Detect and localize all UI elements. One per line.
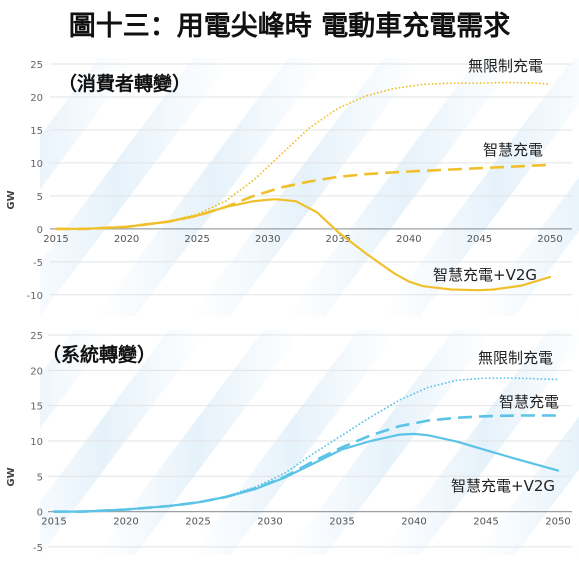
x-tick-label: 2050 xyxy=(537,234,562,245)
background-stripes-bottom xyxy=(40,330,579,555)
series-label: 智慧充電+V2G xyxy=(433,266,537,284)
y-tick-label: 25 xyxy=(30,331,43,342)
x-tick-label: 2030 xyxy=(257,517,282,528)
x-tick-label: 2025 xyxy=(184,234,209,245)
series-label: 無限制充電 xyxy=(478,349,553,367)
series-label: 智慧充電 xyxy=(499,393,559,411)
x-tick-label: 2035 xyxy=(329,517,354,528)
x-tick-label: 2020 xyxy=(114,234,139,245)
y-tick-label: 5 xyxy=(37,192,43,203)
panel-title: （消費者轉變） xyxy=(58,72,191,95)
page-title: 圖十三：用電尖峰時 電動車充電需求 xyxy=(68,11,511,42)
series-line-dotted xyxy=(53,377,559,513)
y-tick-label: 10 xyxy=(30,159,43,170)
x-tick-label: 2045 xyxy=(473,517,498,528)
x-tick-label: 2035 xyxy=(326,234,351,245)
x-tick-label: 2045 xyxy=(467,234,492,245)
series-label: 無限制充電 xyxy=(468,57,543,75)
y-tick-label: 15 xyxy=(30,126,43,137)
series-line-solid xyxy=(52,432,560,513)
series-line-solid xyxy=(54,198,552,292)
y-tick-label: -5 xyxy=(33,543,43,554)
y-axis-label: GW xyxy=(6,467,17,486)
y-tick-label: 5 xyxy=(37,472,43,483)
y-tick-label: 25 xyxy=(30,60,43,71)
x-tick-label: 2020 xyxy=(113,517,138,528)
y-tick-label: 15 xyxy=(30,402,43,413)
y-tick-label: 20 xyxy=(30,366,43,377)
series-label: 智慧充電+V2G xyxy=(451,477,555,495)
series-line-dashed xyxy=(54,414,558,513)
y-tick-label: -5 xyxy=(33,258,43,269)
y-tick-label: 0 xyxy=(37,225,43,236)
series-label: 智慧充電 xyxy=(483,141,543,159)
series-line-dotted xyxy=(55,81,551,230)
x-tick-label: 2015 xyxy=(43,234,68,245)
panel-title: （系統轉變） xyxy=(42,343,156,366)
x-tick-label: 2040 xyxy=(401,517,426,528)
background-stripes-top xyxy=(40,58,579,316)
x-tick-label: 2050 xyxy=(545,517,570,528)
y-axis-label: GW xyxy=(6,190,17,209)
y-tick-label: -10 xyxy=(27,291,43,302)
x-tick-label: 2030 xyxy=(255,234,280,245)
y-tick-label: 0 xyxy=(37,508,43,519)
x-tick-label: 2015 xyxy=(41,517,66,528)
y-tick-label: 20 xyxy=(30,93,43,104)
x-tick-label: 2040 xyxy=(396,234,421,245)
y-tick-label: 10 xyxy=(30,437,43,448)
x-tick-label: 2025 xyxy=(185,517,210,528)
